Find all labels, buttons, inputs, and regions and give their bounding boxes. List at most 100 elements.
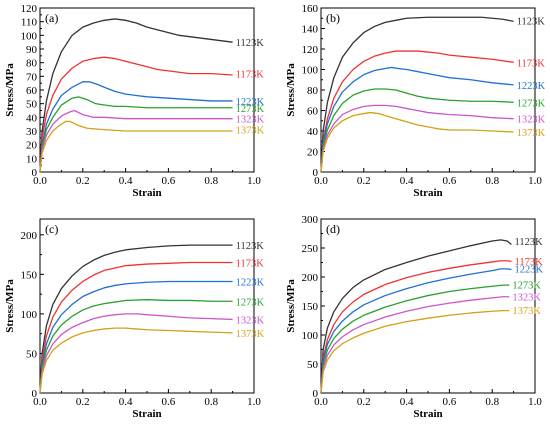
series-label: 1223K bbox=[514, 264, 543, 275]
chart-panel-3: 0.0 0.2 0.4 0.6 0.8 1.0 0 50 100 150 200 250 300 Stra… bbox=[285, 214, 543, 420]
x-tick-label: 0.8 bbox=[204, 396, 218, 408]
x-axis-label: Strain bbox=[413, 187, 442, 199]
y-axis-label: Stress/MPa bbox=[285, 63, 297, 117]
series-label: 1223K bbox=[236, 97, 265, 108]
series-line-1123K bbox=[320, 239, 512, 394]
x-tick-label: 0.0 bbox=[314, 175, 328, 187]
series-label: 1323K bbox=[236, 115, 265, 126]
x-tick-label: 1.0 bbox=[528, 396, 542, 408]
series-line-1123K bbox=[39, 244, 233, 394]
series-line-1323K bbox=[39, 109, 233, 173]
y-tick-label: 30 bbox=[26, 126, 38, 138]
y-tick-label: 300 bbox=[302, 214, 319, 226]
y-tick-label: 50 bbox=[307, 359, 319, 371]
y-tick-label: 200 bbox=[21, 230, 38, 242]
series-line-1173K bbox=[320, 260, 512, 394]
x-axis-label: Strain bbox=[132, 408, 161, 420]
x-tick-label: 1.0 bbox=[528, 175, 542, 187]
series-line-1323K bbox=[39, 313, 233, 394]
x-tick-label: 0.4 bbox=[400, 175, 414, 187]
series-label: 1273K bbox=[517, 98, 546, 109]
y-tick-label: 40 bbox=[26, 112, 38, 124]
y-tick-label: 140 bbox=[302, 24, 319, 36]
series-label: 1273K bbox=[236, 297, 265, 308]
y-tick-label: 120 bbox=[21, 3, 38, 15]
series-line-1223K bbox=[39, 81, 233, 173]
series-line-1273K bbox=[39, 299, 233, 394]
series-label: 1123K bbox=[236, 241, 265, 252]
series-line-1323K bbox=[320, 296, 510, 394]
series-label: 1373K bbox=[512, 306, 541, 317]
series-line-1273K bbox=[320, 284, 510, 394]
series-line-1123K bbox=[39, 18, 233, 173]
plot-frame bbox=[39, 7, 255, 173]
series-line-1273K bbox=[39, 96, 233, 173]
series-label: 1223K bbox=[517, 81, 546, 92]
panel-label: (d) bbox=[326, 222, 340, 236]
y-tick-label: 80 bbox=[307, 85, 319, 97]
series-label: 1123K bbox=[236, 38, 265, 49]
series-label: 1323K bbox=[512, 293, 541, 304]
y-axis-label: Stress/MPa bbox=[285, 279, 297, 333]
x-tick-label: 0.6 bbox=[443, 175, 457, 187]
series-line-1273K bbox=[320, 88, 514, 173]
y-tick-label: 20 bbox=[26, 140, 38, 152]
series-line-1373K bbox=[320, 309, 510, 394]
x-tick-label: 0.4 bbox=[119, 396, 133, 408]
y-tick-label: 90 bbox=[26, 44, 38, 56]
x-tick-label: 0.0 bbox=[314, 396, 328, 408]
y-tick-label: 50 bbox=[26, 99, 38, 111]
y-tick-label: 100 bbox=[302, 330, 319, 342]
x-tick-label: 0.0 bbox=[33, 396, 47, 408]
series-label: 1173K bbox=[514, 257, 543, 268]
y-tick-label: 100 bbox=[302, 65, 319, 77]
y-tick-label: 0 bbox=[32, 167, 38, 179]
series-line-1173K bbox=[39, 56, 233, 173]
y-tick-label: 100 bbox=[21, 30, 38, 42]
series-label: 1173K bbox=[236, 259, 265, 270]
x-tick-label: 0.2 bbox=[357, 396, 371, 408]
x-axis-label: Strain bbox=[132, 187, 161, 199]
y-tick-label: 70 bbox=[26, 71, 38, 83]
y-tick-label: 40 bbox=[307, 126, 319, 138]
x-tick-label: 0.6 bbox=[162, 175, 176, 187]
x-tick-label: 0.4 bbox=[400, 396, 414, 408]
series-line-1223K bbox=[320, 66, 514, 173]
y-tick-label: 80 bbox=[26, 58, 38, 70]
x-tick-label: 0.2 bbox=[76, 175, 90, 187]
chart-panel-1: 0.0 0.2 0.4 0.6 0.8 1.0 0 20 40 60 80 100 120 140 160 S… bbox=[285, 3, 546, 199]
series-line-1173K bbox=[320, 50, 514, 173]
y-tick-label: 110 bbox=[21, 17, 38, 29]
x-tick-label: 0.6 bbox=[162, 396, 176, 408]
series-line-1373K bbox=[39, 327, 233, 394]
x-tick-label: 0.6 bbox=[443, 396, 457, 408]
x-tick-label: 0.2 bbox=[357, 175, 371, 187]
y-tick-label: 200 bbox=[302, 272, 319, 284]
series-label: 1273K bbox=[236, 104, 265, 115]
series-label: 1123K bbox=[514, 237, 543, 248]
y-tick-label: 150 bbox=[21, 269, 38, 281]
y-tick-label: 0 bbox=[313, 388, 319, 400]
y-tick-label: 100 bbox=[21, 309, 38, 321]
series-line-1323K bbox=[320, 104, 514, 173]
y-tick-label: 120 bbox=[302, 44, 319, 56]
series-label: 1373K bbox=[236, 126, 265, 137]
y-tick-label: 60 bbox=[26, 85, 38, 97]
chart-panel-2: 0.0 0.2 0.4 0.6 0.8 1.0 0 50 100 150 200 Strain Stre… bbox=[4, 218, 265, 420]
series-line-1173K bbox=[39, 261, 233, 394]
y-tick-label: 160 bbox=[302, 3, 319, 15]
plot-frame bbox=[320, 7, 536, 173]
y-axis-label: Stress/MPa bbox=[4, 279, 16, 333]
series-label: 1273K bbox=[512, 281, 541, 292]
series-label: 1223K bbox=[236, 277, 265, 288]
series-line-1123K bbox=[320, 16, 514, 173]
x-tick-label: 0.8 bbox=[204, 175, 218, 187]
series-line-1373K bbox=[320, 111, 514, 173]
y-tick-label: 60 bbox=[307, 106, 319, 118]
x-tick-label: 0.0 bbox=[33, 175, 47, 187]
series-label: 1123K bbox=[517, 16, 546, 27]
x-tick-label: 0.2 bbox=[76, 396, 90, 408]
y-tick-label: 10 bbox=[26, 153, 38, 165]
